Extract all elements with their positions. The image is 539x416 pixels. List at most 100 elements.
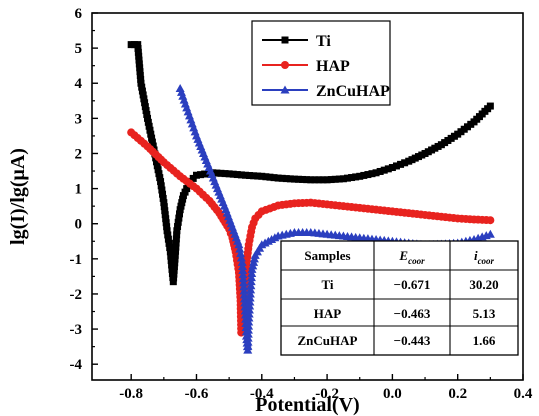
data-point [243, 329, 253, 338]
results-table: Samples Ecoor icoor Ti −0.671 30.20 HAP −0.463 5… [280, 240, 519, 356]
data-point [233, 171, 241, 179]
data-point [244, 321, 254, 330]
data-point [181, 188, 189, 196]
legend-label: HAP [316, 58, 350, 75]
data-point [282, 175, 290, 183]
data-point [155, 170, 163, 178]
table-cell: ZnCuHAP [298, 333, 358, 348]
data-point [368, 170, 376, 178]
legend-marker-hap [281, 61, 289, 69]
table-frame [280, 240, 519, 356]
data-point [299, 175, 307, 183]
data-point [229, 170, 237, 178]
data-point [165, 239, 173, 247]
data-point [162, 219, 170, 227]
data-point [348, 174, 356, 182]
data-point [141, 103, 149, 111]
data-point [160, 203, 168, 211]
data-point [243, 337, 253, 346]
data-point [343, 174, 351, 182]
data-point [384, 165, 392, 173]
data-point [162, 215, 170, 223]
y-tick-label: -4 [70, 357, 83, 373]
data-point [225, 170, 233, 178]
data-point [311, 176, 319, 184]
data-point [323, 176, 331, 184]
data-point [136, 72, 144, 80]
data-point [246, 172, 254, 180]
y-tick-label: -3 [70, 322, 83, 338]
data-point [295, 175, 303, 183]
data-point [239, 286, 249, 295]
data-point [236, 249, 246, 258]
data-point [319, 176, 327, 184]
y-axis-title: lg(I)/lg(μA) [7, 148, 29, 245]
data-point [164, 231, 172, 239]
data-point [145, 122, 153, 130]
data-point [174, 223, 182, 231]
table-cell: −0.443 [394, 333, 431, 348]
data-point [167, 252, 175, 260]
data-point [174, 218, 182, 226]
data-point [159, 194, 167, 202]
data-point [235, 244, 245, 253]
data-point [262, 173, 270, 181]
data-point [486, 102, 494, 110]
data-point [135, 60, 143, 68]
data-point [380, 166, 388, 174]
data-point [201, 170, 209, 178]
data-point [303, 176, 311, 184]
data-point [141, 99, 149, 107]
data-point [167, 257, 175, 265]
data-point [142, 107, 150, 115]
data-point [172, 247, 180, 255]
data-point [243, 325, 253, 334]
legend-label: ZnCuHAP [316, 83, 390, 100]
data-point [274, 174, 282, 182]
data-point [143, 110, 151, 118]
data-point [217, 169, 225, 177]
data-point [250, 172, 258, 180]
axes: -4 -3 -2 -1 0 1 2 3 4 5 6 -0.8 -0.6 -0.4 -0.2 0.0 0.2 0.4 [70, 6, 533, 402]
data-point [163, 227, 171, 235]
data-point [315, 176, 323, 184]
data-point [160, 199, 168, 207]
table-header: Samples [304, 248, 350, 263]
data-point [178, 199, 186, 207]
data-point [138, 83, 146, 91]
data-point [397, 160, 405, 168]
data-point [266, 173, 274, 181]
data-point [247, 268, 257, 277]
data-point [356, 172, 364, 180]
data-point [135, 56, 143, 64]
data-point [144, 114, 152, 122]
table-cell: Ti [321, 277, 333, 292]
data-point [136, 68, 144, 76]
data-point [148, 138, 156, 146]
x-tick-label: 0.4 [514, 386, 533, 402]
data-point [290, 175, 298, 183]
data-point [234, 240, 244, 249]
data-point [376, 167, 384, 175]
data-point [173, 231, 181, 239]
data-point [134, 41, 142, 49]
legend-marker-ti [281, 36, 289, 44]
data-point [170, 266, 178, 274]
series-layer [127, 41, 495, 354]
data-point [244, 309, 254, 318]
data-point [183, 185, 191, 193]
data-point [148, 134, 156, 142]
data-point [327, 176, 335, 184]
data-point [176, 206, 184, 214]
y-tick-label: 6 [75, 6, 83, 22]
data-point [270, 174, 278, 182]
data-point [238, 266, 248, 275]
data-point [245, 301, 255, 310]
data-point [149, 142, 157, 150]
data-point [237, 257, 247, 266]
plot-frame [91, 12, 524, 381]
data-point [163, 223, 171, 231]
table-cell: −0.671 [394, 277, 431, 292]
x-tick-label: -0.8 [119, 386, 143, 402]
